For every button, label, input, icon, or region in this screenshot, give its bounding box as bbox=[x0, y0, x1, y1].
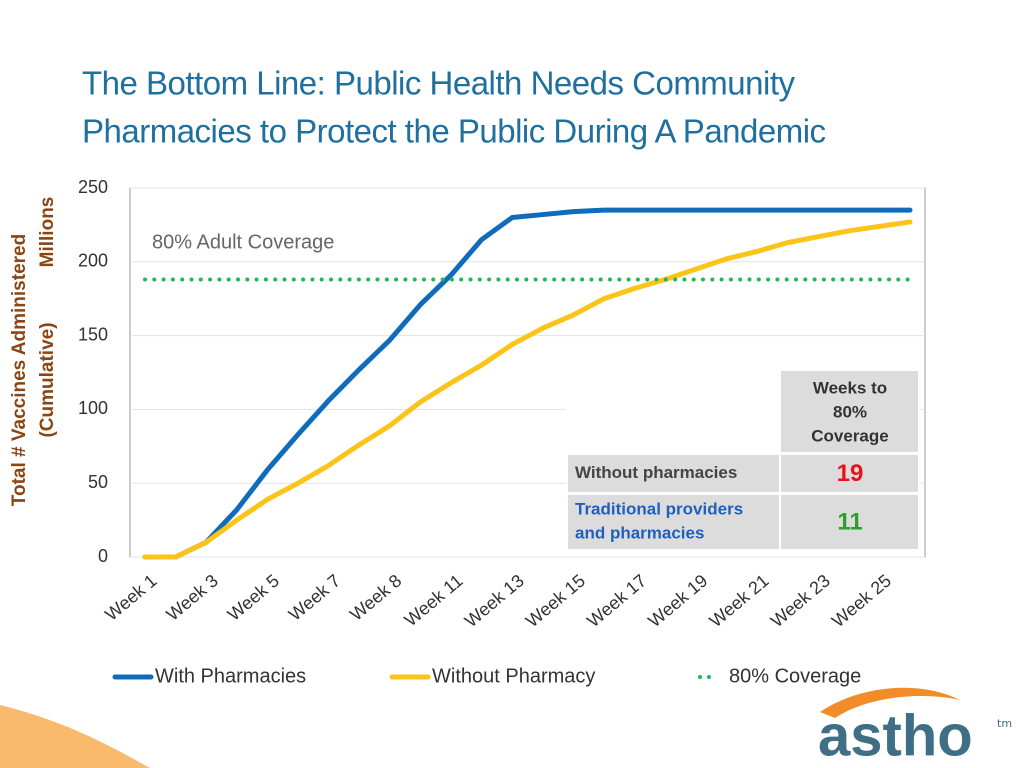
y-tick-label: 0 bbox=[98, 546, 108, 566]
y-unit: Millions bbox=[37, 197, 58, 268]
annotation: 80% Adult Coverage bbox=[152, 231, 334, 253]
x-tick-label: Week 7 bbox=[285, 570, 344, 624]
x-tick-label: Week 17 bbox=[583, 570, 650, 631]
x-tick-label: Week 21 bbox=[706, 570, 773, 631]
y-tick-label: 50 bbox=[88, 472, 108, 492]
x-tick-label: Week 19 bbox=[644, 570, 711, 631]
y-tick-label: 250 bbox=[78, 177, 108, 197]
table-cell bbox=[568, 495, 779, 549]
y-tick-label: 150 bbox=[78, 324, 108, 344]
x-tick-label: Week 5 bbox=[224, 570, 283, 624]
x-tick-label: Week 3 bbox=[162, 570, 221, 624]
x-tick-label: Week 8 bbox=[346, 570, 405, 624]
decoration bbox=[0, 705, 150, 768]
table-value: 11 bbox=[837, 508, 862, 535]
x-tick-label: Week 25 bbox=[828, 570, 895, 631]
table-header: Weeks to bbox=[813, 378, 887, 397]
table-cell bbox=[781, 495, 918, 549]
title-line: Pharmacies to Protect the Public During … bbox=[82, 113, 826, 150]
table-value: 19 bbox=[837, 460, 864, 487]
logo-mark: tm bbox=[997, 717, 1012, 730]
series-line bbox=[142, 219, 913, 560]
table-row-label: Without pharmacies bbox=[575, 463, 737, 482]
y-tick-label: 200 bbox=[78, 251, 108, 271]
x-tick-label: Week 1 bbox=[101, 570, 160, 624]
y-tick-label: 100 bbox=[78, 398, 108, 418]
table-header: 80% bbox=[833, 402, 867, 421]
title-line: The Bottom Line: Public Health Needs Com… bbox=[82, 65, 796, 102]
table-row-label: Traditional providers bbox=[575, 499, 743, 518]
y-axis-label: Total # Vaccines Administered bbox=[9, 234, 30, 506]
series-line bbox=[142, 207, 913, 560]
x-tick-label: Week 11 bbox=[401, 570, 467, 630]
table-cell bbox=[781, 371, 918, 452]
y-axis-label: (Cumulative) bbox=[37, 322, 58, 437]
legend-label: 80% Coverage bbox=[729, 665, 861, 687]
table-cell bbox=[781, 455, 918, 492]
logo-swoosh bbox=[820, 687, 960, 718]
x-tick-label: Week 13 bbox=[461, 570, 528, 631]
legend-label: With Pharmacies bbox=[155, 665, 306, 687]
x-tick-label: Week 15 bbox=[522, 570, 589, 631]
legend-label: Without Pharmacy bbox=[432, 665, 595, 687]
logo: astho bbox=[818, 703, 973, 768]
x-tick-label: Week 23 bbox=[767, 570, 834, 631]
table-cell bbox=[568, 455, 779, 492]
table-header: Coverage bbox=[811, 426, 888, 445]
table-row-label: and pharmacies bbox=[575, 523, 704, 542]
